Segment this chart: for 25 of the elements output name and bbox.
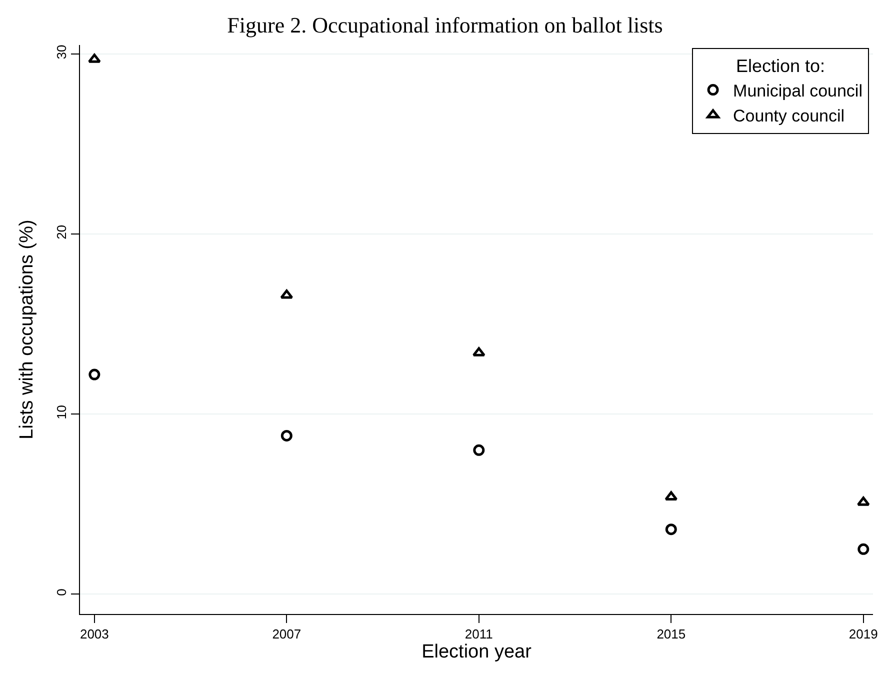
point (858, 543, 870, 555)
point (88, 368, 100, 380)
legend-label: Municipal council (733, 81, 862, 100)
x-tick-label: 2007 (272, 626, 302, 642)
y-tick-label: 10 (54, 404, 69, 420)
point (856, 496, 870, 506)
x-tick-label: 2003 (80, 626, 109, 642)
x-tick-label: 2011 (464, 626, 493, 642)
y-tick-label: 20 (54, 224, 69, 240)
point (88, 54, 101, 63)
point (664, 491, 678, 500)
chart-title: Figure 2. Occupational information on ballot lists (227, 12, 663, 38)
point (280, 290, 294, 299)
y-tick-label: 0 (54, 588, 69, 596)
point (473, 444, 485, 456)
x-tick-label: 2019 (848, 626, 878, 642)
point (665, 524, 677, 536)
point (280, 430, 292, 442)
x-axis-title: Election year (422, 642, 532, 663)
legend-label: County council (733, 106, 845, 126)
y-tick-label: 30 (54, 44, 69, 60)
y-axis-title: Lists with occupations (%) (16, 220, 38, 440)
x-tick-label: 2015 (656, 626, 686, 642)
point (472, 347, 486, 356)
legend-title: Election to: (736, 56, 826, 76)
